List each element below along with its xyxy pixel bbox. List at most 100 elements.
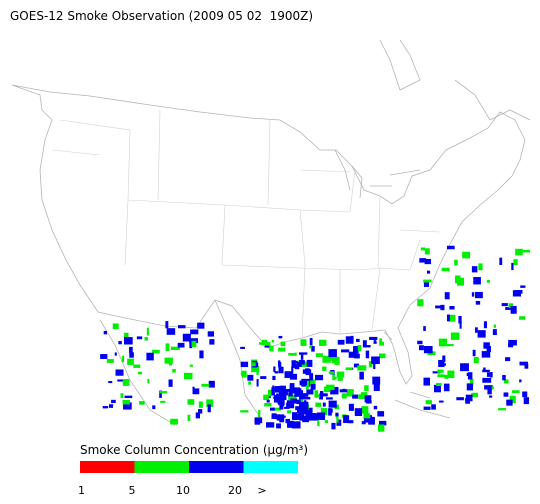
smoke-patch	[275, 415, 280, 420]
smoke-patch	[198, 401, 203, 408]
smoke-patch	[317, 394, 320, 398]
smoke-patch	[271, 413, 277, 418]
smoke-patch	[290, 398, 298, 404]
smoke-patch	[279, 392, 287, 401]
smoke-patch	[361, 421, 366, 425]
smoke-patch	[440, 304, 445, 311]
smoke-patch	[501, 303, 508, 307]
smoke-patch	[208, 380, 215, 388]
smoke-patch	[483, 321, 488, 329]
smoke-patch	[247, 374, 254, 381]
smoke-patch	[502, 375, 506, 381]
smoke-patch	[317, 418, 320, 427]
smoke-patch	[266, 399, 270, 403]
smoke-patch	[438, 359, 445, 368]
smoke-patch	[270, 407, 275, 411]
smoke-patch	[481, 351, 491, 358]
smoke-patch	[357, 365, 367, 371]
smoke-patch	[478, 263, 483, 271]
smoke-patch	[379, 353, 386, 359]
smoke-patch	[287, 403, 295, 409]
smoke-patch	[124, 332, 129, 339]
smoke-patch	[331, 422, 336, 430]
smoke-patch	[337, 339, 345, 345]
smoke-patch	[248, 381, 252, 385]
smoke-patch	[296, 399, 301, 405]
legend-swatch	[243, 461, 298, 473]
smoke-patch	[300, 354, 304, 360]
smoke-patch	[209, 339, 215, 345]
smoke-patch	[363, 413, 371, 419]
smoke-patch	[324, 386, 331, 393]
smoke-patch	[364, 395, 372, 403]
smoke-patch	[129, 346, 133, 353]
smoke-patch	[267, 389, 274, 397]
smoke-patch	[207, 404, 211, 413]
smoke-patch	[170, 418, 178, 425]
smoke-patch	[259, 342, 262, 345]
smoke-patch	[307, 414, 316, 419]
smoke-patch	[352, 394, 359, 399]
smoke-patch	[288, 392, 293, 397]
us-outline	[11, 84, 526, 385]
smoke-patch	[465, 398, 470, 404]
map-title: GOES-12 Smoke Observation (2009 05 02 19…	[10, 9, 313, 23]
smoke-patch	[254, 417, 261, 425]
smoke-patch	[472, 349, 476, 357]
smoke-patch	[372, 376, 381, 385]
smoke-patch	[165, 321, 169, 329]
smoke-patch	[441, 267, 450, 272]
smoke-patch	[346, 389, 354, 397]
florida-keys	[383, 331, 393, 341]
smoke-patch	[522, 391, 528, 398]
smoke-patch	[348, 403, 354, 411]
smoke-patch	[509, 395, 516, 404]
smoke-patch	[506, 399, 513, 406]
smoke-patch	[124, 395, 133, 399]
smoke-patch	[436, 383, 442, 387]
smoke-patch	[296, 364, 302, 367]
smoke-patch	[488, 395, 493, 398]
smoke-patch	[454, 259, 458, 266]
smoke-patch	[486, 279, 490, 283]
smoke-patch	[353, 346, 359, 354]
smoke-patch	[341, 349, 350, 353]
smoke-patch	[490, 371, 493, 378]
smoke-patch	[332, 373, 335, 381]
smoke-patch	[482, 377, 492, 383]
smoke-patch	[279, 389, 288, 396]
smoke-patch	[363, 415, 373, 423]
smoke-patch	[309, 345, 312, 349]
smoke-patch	[296, 362, 305, 365]
smoke-patch	[379, 341, 385, 346]
smoke-patch	[279, 385, 286, 393]
smoke-patch	[442, 355, 446, 362]
smoke-patch	[373, 405, 378, 410]
smoke-patch	[108, 381, 113, 384]
smoke-patch	[189, 340, 193, 349]
smoke-patch	[189, 364, 193, 367]
smoke-patch	[431, 404, 436, 410]
smoke-patch	[449, 306, 455, 310]
smoke-patch	[437, 369, 444, 373]
smoke-patch	[447, 344, 454, 347]
smoke-patch	[319, 391, 324, 395]
smoke-patch	[114, 352, 117, 356]
smoke-patch	[460, 363, 469, 372]
smoke-patch	[433, 384, 441, 393]
smoke-patch	[152, 349, 160, 354]
smoke-patch	[505, 307, 514, 310]
smoke-patch	[322, 366, 327, 371]
smoke-patch	[123, 402, 132, 410]
smoke-patch	[272, 407, 282, 411]
smoke-patch	[420, 247, 426, 251]
smoke-patch	[319, 393, 328, 397]
smoke-patch	[315, 402, 321, 407]
smoke-patch	[475, 327, 478, 333]
smoke-patch	[139, 401, 145, 405]
smoke-patch	[471, 392, 479, 397]
smoke-patch	[251, 362, 256, 367]
smoke-patch	[166, 328, 176, 335]
smoke-patch	[199, 350, 204, 359]
smoke-patch	[201, 383, 210, 387]
